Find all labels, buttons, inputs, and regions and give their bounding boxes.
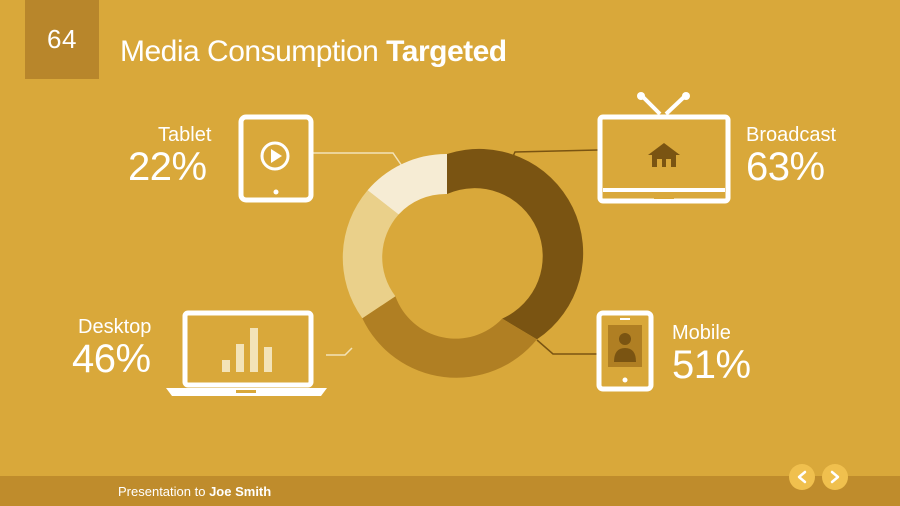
footer-presenter: Joe Smith (209, 484, 272, 499)
chevron-left-icon (797, 470, 807, 484)
mobile-connector (536, 339, 598, 355)
slide-title: Media Consumption Targeted (120, 32, 507, 72)
segment-mobile (362, 296, 537, 378)
chevron-right-icon (830, 470, 840, 484)
home-icon (648, 143, 680, 167)
tv-icon (597, 92, 731, 204)
bars-icon (222, 328, 272, 372)
next-button[interactable] (822, 464, 848, 490)
footer-bar: Presentation to Joe Smith (0, 476, 900, 506)
tablet-connector (312, 152, 403, 167)
footer-prefix: Presentation to (118, 484, 206, 499)
segment-broadcast (447, 148, 584, 340)
broadcast-label: Broadcast (746, 124, 837, 146)
segment-desktop (342, 190, 399, 319)
tablet-label: Tablet (158, 124, 212, 146)
mobile-label: Mobile (672, 322, 731, 344)
tablet-percent: 22% (128, 145, 207, 189)
mobile-percent: 51% (672, 343, 751, 387)
title-bold: Targeted (386, 35, 507, 68)
title-regular: Media Consumption (120, 35, 379, 68)
prev-button[interactable] (789, 464, 815, 490)
segment-tablet (367, 153, 447, 215)
laptop-icon (166, 310, 327, 396)
desktop-label: Desktop (78, 316, 152, 338)
play-icon (260, 141, 290, 171)
desktop-connector (326, 347, 353, 356)
tablet-icon (238, 114, 314, 203)
person-icon (608, 325, 642, 367)
phone-icon (596, 310, 654, 392)
donut-chart (342, 148, 584, 378)
footer-text: Presentation to Joe Smith (118, 484, 271, 500)
broadcast-percent: 63% (746, 145, 825, 189)
desktop-percent: 46% (72, 337, 151, 381)
slide-number: 64 (25, 0, 99, 79)
